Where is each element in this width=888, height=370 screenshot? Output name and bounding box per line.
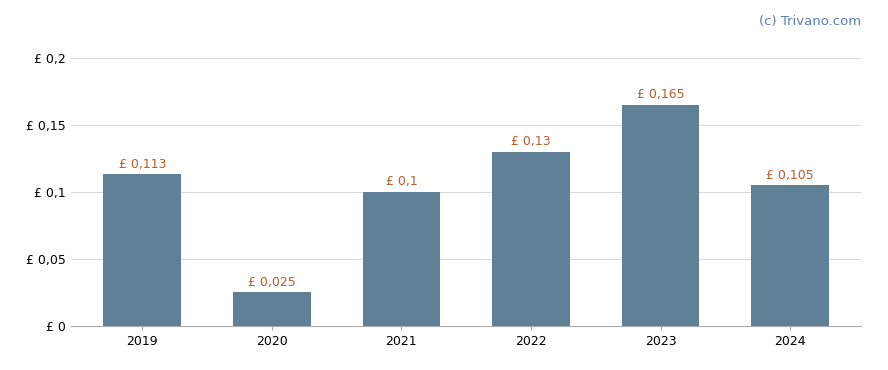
Text: (c) Trivano.com: (c) Trivano.com [759,14,861,27]
Text: £ 0,113: £ 0,113 [119,158,166,171]
Bar [103,174,181,326]
Text: £ 0,105: £ 0,105 [766,169,814,182]
Text: £ 0,1: £ 0,1 [385,175,417,188]
Bar [751,185,829,326]
Text: £ 0,165: £ 0,165 [637,88,685,101]
Bar [622,105,700,326]
Text: £ 0,13: £ 0,13 [511,135,551,148]
Bar [362,192,440,326]
Bar [233,292,311,326]
Bar [492,152,570,326]
Text: £ 0,025: £ 0,025 [248,276,296,289]
